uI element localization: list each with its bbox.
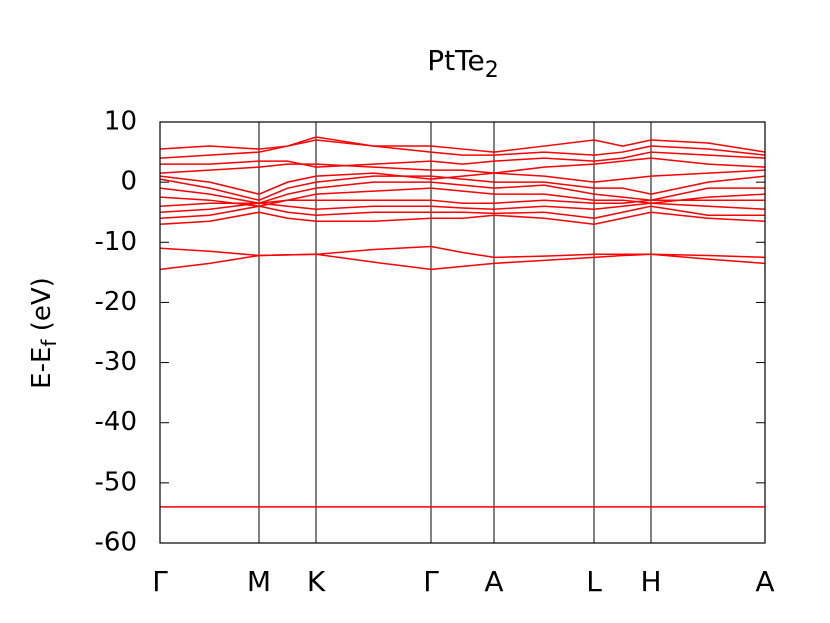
band-line: [159, 169, 766, 195]
y-tick-label: -30: [95, 347, 137, 377]
y-tick-label: 0: [120, 167, 137, 197]
band-line: [159, 181, 765, 204]
band-line: [159, 136, 766, 153]
title-main: PtTe: [427, 44, 484, 77]
band-line: [159, 157, 766, 174]
band-line: [159, 205, 765, 219]
y-tick-label: -20: [95, 287, 137, 317]
x-tick-label: A: [484, 565, 503, 598]
ylabel-subscript: f: [37, 339, 61, 347]
x-tick-label: L: [586, 565, 602, 598]
y-tick-label: 10: [104, 107, 137, 137]
ylabel-main: E-E: [27, 347, 57, 389]
band-line: [159, 199, 765, 207]
y-tick-label: -60: [95, 528, 137, 558]
x-tick-label: H: [640, 565, 661, 598]
y-axis-label: E-Ef (eV): [27, 277, 61, 389]
x-tick-label: M: [247, 565, 271, 598]
plot-frame: [159, 121, 766, 544]
chart-title: PtTe2: [427, 44, 498, 83]
band-line: [159, 175, 766, 201]
ylabel-unit: (eV): [27, 277, 57, 339]
band-line: [159, 187, 766, 207]
y-tick-label: -10: [95, 227, 137, 257]
band-line: [159, 245, 766, 259]
x-tick-label: A: [755, 565, 774, 598]
x-tick-label: K: [307, 565, 326, 598]
band-line: [159, 253, 766, 271]
y-tick-label: -40: [95, 407, 137, 437]
band-line: [159, 211, 766, 225]
x-tick-label: Γ: [423, 565, 439, 598]
title-subscript: 2: [485, 58, 499, 83]
band-line: [159, 139, 766, 159]
band-line: [160, 151, 766, 168]
y-tick-label: -50: [95, 467, 137, 497]
x-tick-label: Γ: [152, 565, 168, 598]
